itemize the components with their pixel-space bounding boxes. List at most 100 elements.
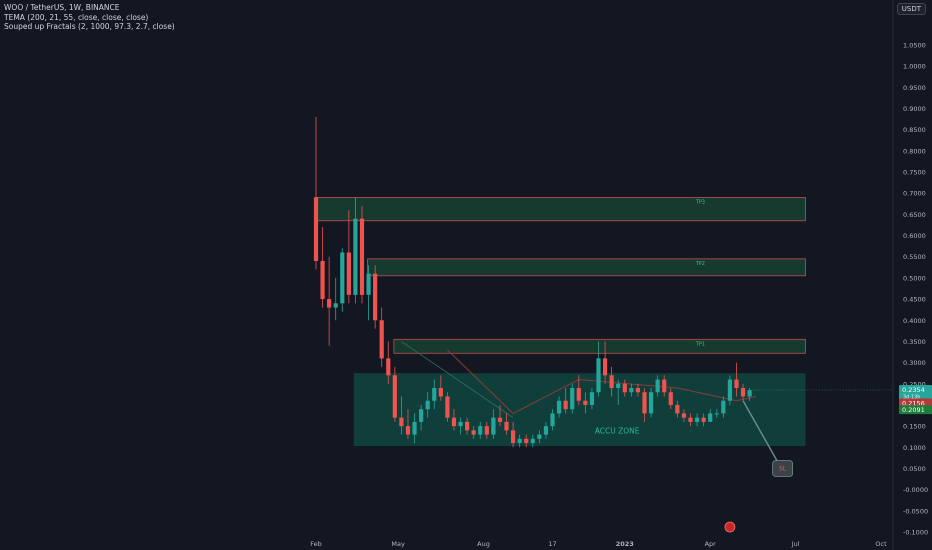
tema-line: [447, 349, 757, 415]
target-zone-tp1: [393, 338, 806, 354]
candle-body: [714, 413, 719, 415]
candle-body: [353, 218, 358, 295]
candle-body: [471, 430, 476, 435]
candle-body: [701, 417, 706, 422]
candle-body: [425, 400, 430, 410]
candle-body: [517, 438, 522, 444]
y-tick-label: 0.6000: [903, 232, 926, 240]
target-zone-tp2: [367, 258, 806, 277]
legend-fractals: Souped up Fractals (2, 1000, 97.3, 2.7, …: [4, 22, 175, 31]
candle-body: [458, 421, 463, 427]
target-zone-tp3: [314, 197, 806, 222]
y-tick-label: 0.7500: [903, 169, 926, 177]
price-label-green: [899, 405, 932, 415]
sl-arrow: [742, 400, 780, 465]
legend-tema: TEMA (200, 21, 55, close, close, close): [4, 12, 149, 22]
x-tick-label: 17: [548, 540, 556, 548]
y-tick-label: 0.2500: [903, 380, 926, 388]
candle-body: [497, 417, 503, 422]
x-tick-label: Oct: [875, 540, 887, 548]
candle-body: [320, 260, 325, 300]
y-tick-label: -0.0000: [903, 486, 928, 494]
candle-body: [616, 383, 621, 389]
price-label-countdown: 3d 13h: [903, 394, 920, 400]
y-tick-label: 0.4000: [903, 317, 926, 325]
sl-label: SL: [779, 465, 787, 472]
price-label-current: [899, 384, 932, 400]
candle-body: [478, 426, 483, 435]
accu-zone-label: ACCU ZONE: [595, 426, 640, 435]
candle-body: [327, 299, 332, 308]
candle-body: [576, 388, 581, 401]
candle-body: [596, 358, 601, 393]
y-tick-label: 0.3000: [903, 359, 926, 367]
y-tick-label: 0.9500: [903, 84, 926, 92]
target-zone-label: TP3: [695, 199, 705, 205]
candle-body: [694, 417, 700, 422]
candle-body: [662, 379, 667, 393]
y-tick-label: 0.3500: [903, 338, 926, 346]
y-tick-label: 0.1500: [903, 423, 926, 431]
x-tick-label: May: [391, 540, 405, 548]
y-tick-label: 0.7000: [903, 190, 926, 198]
candle-body: [648, 392, 654, 414]
x-tick-label: Aug: [477, 540, 490, 548]
candle-body: [366, 273, 371, 295]
target-zone-label: TP2: [695, 261, 705, 267]
y-tick-label: 0.4500: [903, 296, 926, 304]
price-label-value: 0.2156: [902, 399, 925, 407]
currency-badge[interactable]: USDT: [896, 3, 926, 15]
candle-body: [642, 392, 647, 414]
candle-body: [727, 379, 733, 401]
candle-body: [708, 413, 713, 422]
candle-body: [681, 413, 687, 418]
event-marker-icon: [724, 521, 736, 533]
candle-body: [570, 388, 575, 410]
sl-box: [772, 460, 794, 477]
x-tick-label: Jul: [791, 540, 800, 548]
price-label-red: [899, 398, 932, 408]
candle-body: [530, 438, 535, 444]
candle-body: [359, 218, 365, 295]
candle-body: [511, 430, 516, 444]
trend-line: [401, 341, 514, 418]
candle-body: [432, 388, 437, 401]
candle-body: [563, 400, 568, 410]
y-tick-label: 0.5000: [903, 274, 926, 282]
candle-body: [734, 379, 739, 389]
y-tick-label: 0.5500: [903, 253, 926, 261]
candle-body: [747, 390, 752, 397]
candle-body: [609, 375, 614, 389]
candle-body: [740, 388, 746, 397]
candle-body: [602, 358, 608, 376]
candle-body: [550, 413, 555, 427]
y-tick-label: -0.0500: [903, 507, 928, 515]
x-tick-label: 2023: [616, 540, 634, 548]
candle-body: [688, 417, 693, 422]
y-tick-label: 1.0000: [903, 63, 926, 71]
candle-body: [386, 358, 391, 376]
candle-body: [313, 197, 319, 261]
candle-body: [583, 400, 588, 405]
candle-body: [629, 388, 634, 393]
candle-body: [537, 434, 542, 439]
y-tick-label: -0.1000: [903, 529, 928, 537]
candle-body: [346, 252, 351, 295]
y-tick-label: 0.9000: [903, 105, 926, 113]
candle-body: [635, 388, 641, 393]
candle-body: [399, 417, 404, 427]
price-label-value: 0.2091: [902, 406, 925, 414]
y-tick-label: 0.6500: [903, 211, 926, 219]
y-tick-label: 0.8500: [903, 126, 926, 134]
price-label-value: 0.2354: [902, 386, 925, 394]
chart-legend: WOO / TetherUS, 1W, BINANCE TEMA (200, 2…: [4, 3, 175, 32]
candle-body: [655, 379, 660, 393]
candle-body: [445, 396, 450, 418]
candle-body: [589, 392, 595, 405]
candle-body: [721, 400, 726, 414]
y-tick-label: 0.8000: [903, 147, 926, 155]
candle-body: [675, 404, 680, 414]
y-tick-label: 0.1000: [903, 444, 926, 452]
candle-body: [524, 438, 529, 444]
